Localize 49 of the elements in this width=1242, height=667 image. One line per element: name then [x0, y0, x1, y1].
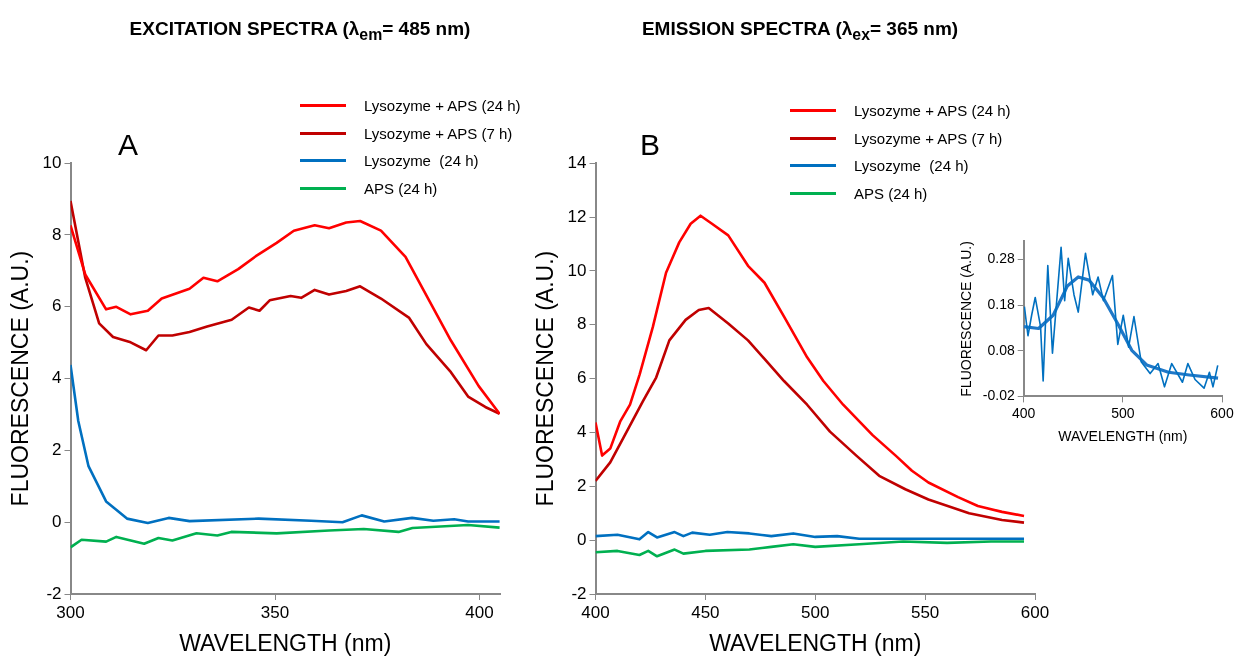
x-tick-label: 500 — [801, 602, 830, 622]
x-tick-label: 600 — [1020, 602, 1050, 622]
y-tick-label: 10 — [567, 260, 587, 280]
chart-title: EXCITATION SPECTRA (λ$_{em}$= 485 nm) — [128, 18, 472, 44]
legend-label: Lysozyme + APS (24 h) — [854, 102, 1011, 120]
y-tick-label: 6 — [52, 296, 62, 316]
y-tick-label: 8 — [577, 314, 587, 334]
y-axis-title: FLUORESCENCE (A.U.) — [532, 250, 559, 507]
y-tick-label: 0.08 — [987, 341, 1015, 358]
legend-label: APS (24 h) — [364, 179, 438, 197]
y-tick-label: 0.18 — [987, 296, 1015, 313]
x-axis-title: WAVELENGTH (nm) — [1058, 428, 1188, 445]
text: A — [118, 128, 139, 162]
x-tick-label: 600 — [1210, 404, 1234, 421]
x-tick-label: 300 — [56, 602, 85, 622]
x-axis-title: WAVELENGTH (nm) — [179, 629, 392, 656]
y-tick-label: 4 — [52, 368, 62, 388]
y-tick-label: 2 — [52, 440, 62, 460]
y-tick-label: 8 — [52, 224, 62, 244]
legend-label: Lysozyme + APS (7 h) — [364, 124, 513, 142]
x-tick-label: 450 — [691, 602, 720, 622]
legend-label: APS (24 h) — [854, 184, 928, 202]
text: B — [640, 128, 661, 162]
x-tick-label: 400 — [581, 602, 610, 622]
y-tick-label: 2 — [577, 475, 587, 495]
x-tick-label: 500 — [1111, 404, 1135, 421]
legend-label: Lysozyme (24 h) — [364, 152, 479, 170]
y-tick-label: 14 — [567, 152, 587, 172]
y-tick-label: -0.02 — [982, 387, 1015, 404]
x-tick-label: 400 — [465, 602, 494, 622]
y-tick-label: 12 — [567, 206, 587, 226]
y-axis-title: FLUORESCENCE (A.U.) — [7, 250, 34, 507]
y-tick-label: 0.28 — [987, 250, 1015, 267]
y-tick-label: -2 — [46, 583, 62, 603]
x-tick-label: 350 — [260, 602, 290, 622]
y-tick-label: 6 — [577, 368, 587, 388]
y-axis-title: FLUORESCENCE (A.U.) — [958, 241, 975, 397]
y-tick-label: 10 — [42, 152, 62, 172]
legend-label: Lysozyme (24 h) — [854, 157, 969, 175]
x-tick-label: 400 — [1012, 404, 1036, 421]
y-tick-label: 4 — [577, 422, 587, 442]
legend-label: Lysozyme + APS (24 h) — [364, 97, 521, 115]
chart-title: EMISSION SPECTRA (λ$_{ex}$= 365 nm) — [640, 18, 960, 44]
x-axis-title: WAVELENGTH (nm) — [709, 629, 922, 656]
y-tick-label: 0 — [52, 511, 62, 531]
legend-label: Lysozyme + APS (7 h) — [854, 129, 1003, 147]
x-tick-label: 550 — [910, 602, 940, 622]
y-tick-label: -2 — [571, 583, 587, 603]
y-tick-label: 0 — [577, 529, 587, 549]
